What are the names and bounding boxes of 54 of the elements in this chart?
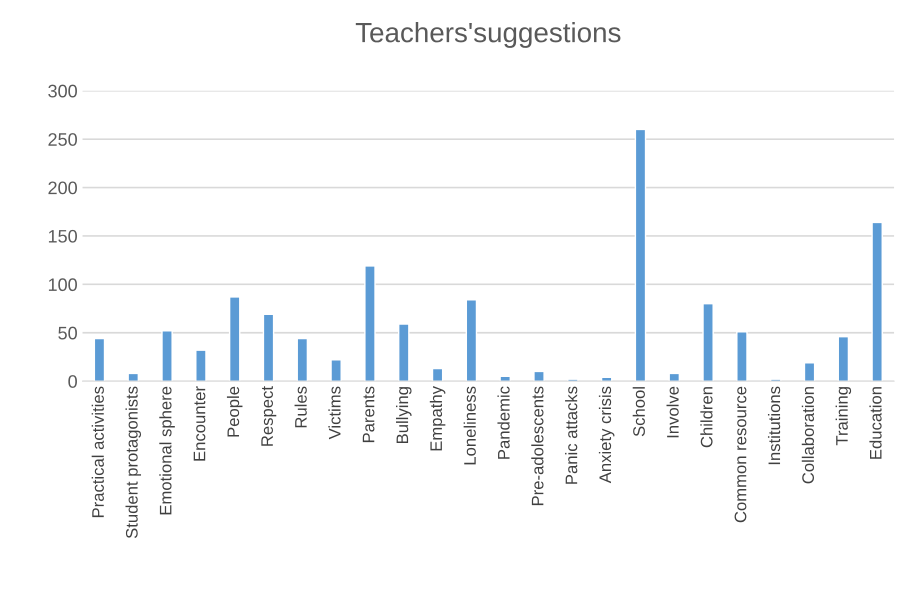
chart-title: Teachers'suggestions xyxy=(356,22,620,48)
bar xyxy=(668,372,680,382)
bar xyxy=(600,376,612,382)
x-tick-label: Practical activities xyxy=(92,386,104,518)
bar xyxy=(432,368,444,382)
x-tick-label: School xyxy=(632,387,645,436)
x-tick-label: Student protagonists xyxy=(125,386,142,538)
bar xyxy=(702,303,714,382)
x-tick-label: Loneliness xyxy=(464,386,476,464)
x-tick-label: Encounter xyxy=(194,386,206,461)
bar xyxy=(804,362,816,382)
x-tick-label: People xyxy=(226,386,242,437)
x-tick-label: Victims xyxy=(328,386,341,440)
bar xyxy=(871,222,883,382)
x-tick-label: Parents xyxy=(362,386,374,442)
y-tick-label: 50 xyxy=(58,326,77,340)
x-tick-label: Rules xyxy=(294,386,307,428)
bar xyxy=(127,372,140,382)
y-tick-label: 250 xyxy=(48,133,77,146)
x-tick-label: Pandemic xyxy=(497,386,510,459)
x-tick-label: Empathy xyxy=(430,386,446,450)
bar xyxy=(634,128,646,382)
bar xyxy=(364,265,376,382)
bar xyxy=(330,359,342,382)
bar xyxy=(161,330,173,382)
x-tick-label: Bullying xyxy=(396,387,412,444)
bar xyxy=(533,370,545,382)
bar xyxy=(296,338,308,382)
y-tick-label: 0 xyxy=(68,375,77,388)
bar xyxy=(195,349,207,382)
bar xyxy=(228,296,240,382)
y-tick-label: 100 xyxy=(48,278,77,292)
bar xyxy=(466,299,478,382)
bar xyxy=(736,331,748,382)
x-tick-label: Anxiety crisis xyxy=(598,386,614,484)
bar xyxy=(398,323,410,382)
x-tick-label: Emotional sphere xyxy=(159,386,175,514)
y-tick-label: 150 xyxy=(48,230,77,243)
x-tick-label: Training xyxy=(836,387,852,446)
bar xyxy=(499,376,511,382)
x-tick-label: Involve xyxy=(666,386,679,438)
x-tick-label: Education xyxy=(869,387,882,459)
bar xyxy=(838,336,850,382)
x-tick-label: Panic attacks xyxy=(565,386,578,484)
bar xyxy=(94,338,106,382)
y-tick-label: 200 xyxy=(48,181,77,194)
bar xyxy=(262,314,274,382)
x-tick-label: Institutions xyxy=(768,386,780,464)
x-tick-label: Common resource xyxy=(734,386,746,522)
x-tick-label: Respect xyxy=(261,386,276,446)
x-tick-label: Pre-adolescents xyxy=(531,386,544,506)
x-tick-label: Children xyxy=(700,387,713,448)
x-tick-label: Collaboration xyxy=(802,387,814,484)
y-tick-label: 300 xyxy=(48,84,77,98)
